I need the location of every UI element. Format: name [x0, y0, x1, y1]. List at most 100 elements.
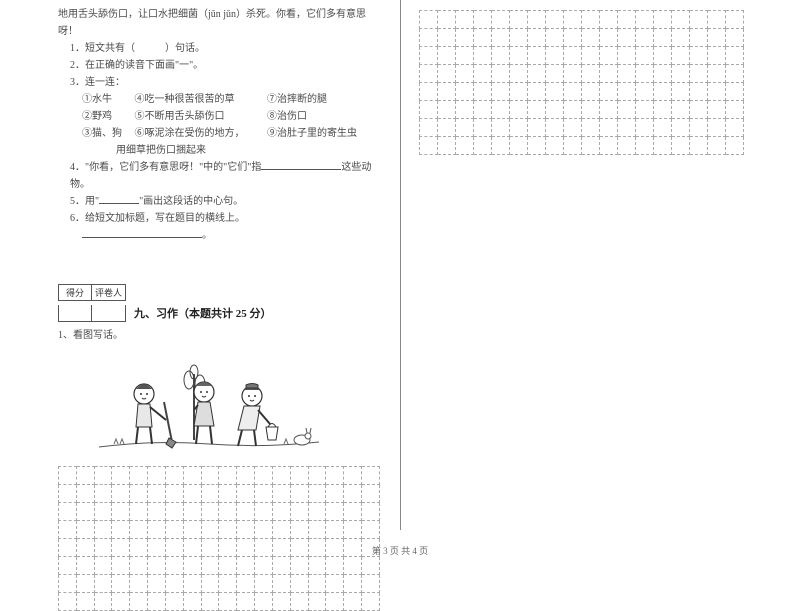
grid-cell	[438, 101, 456, 119]
grid-cell	[94, 485, 112, 503]
q3-row-1: ②野鸡 ⑤不断用舌头舔伤口 ⑧治伤口	[58, 108, 380, 125]
grid-cell	[255, 557, 273, 575]
grid-cell	[165, 593, 183, 611]
grid-cell	[672, 29, 690, 47]
grid-cell	[59, 557, 77, 575]
grid-cell	[255, 575, 273, 593]
grid-cell	[201, 521, 219, 539]
grid-cell	[672, 47, 690, 65]
grid-cell	[326, 503, 344, 521]
grid-cell	[600, 65, 618, 83]
grid-cell	[690, 83, 708, 101]
grid-cell	[456, 101, 474, 119]
grid-cell	[272, 575, 290, 593]
page-container: 地用舌头舔伤口，让口水把细菌（jūn jǔn）杀死。你看，它们多有意思呀！ 1．…	[0, 0, 800, 530]
grid-cell	[201, 557, 219, 575]
grid-cell	[690, 29, 708, 47]
grid-cell	[654, 101, 672, 119]
grid-cell	[708, 101, 726, 119]
question-5: 5．用""画出这段话的中心句。	[58, 193, 380, 210]
grid-cell	[600, 137, 618, 155]
grid-cell	[510, 65, 528, 83]
grid-cell	[618, 11, 636, 29]
grid-cell	[76, 467, 94, 485]
grid-cell	[308, 575, 326, 593]
grid-cell	[546, 101, 564, 119]
grid-cell	[474, 29, 492, 47]
grid-cell	[636, 11, 654, 29]
children-illustration	[94, 352, 324, 460]
grid-cell	[201, 503, 219, 521]
grid-cell	[148, 467, 166, 485]
grid-cell	[130, 467, 148, 485]
grid-cell	[600, 11, 618, 29]
grid-cell	[726, 137, 744, 155]
grid-cell	[654, 29, 672, 47]
q3-0-a: ①水牛	[82, 91, 132, 108]
q5-blank	[99, 194, 139, 204]
grid-cell	[165, 521, 183, 539]
right-column	[400, 0, 800, 530]
grid-cell	[492, 101, 510, 119]
grid-cell	[456, 83, 474, 101]
grid-cell	[308, 557, 326, 575]
grid-row	[420, 65, 744, 83]
grid-cell	[326, 521, 344, 539]
grid-cell	[708, 11, 726, 29]
grid-cell	[636, 47, 654, 65]
grid-cell	[456, 119, 474, 137]
grid-cell	[636, 101, 654, 119]
grid-cell	[456, 47, 474, 65]
grid-cell	[308, 467, 326, 485]
grid-row	[420, 119, 744, 137]
grid-cell	[130, 557, 148, 575]
grid-cell	[130, 575, 148, 593]
grid-cell	[255, 593, 273, 611]
grid-cell	[272, 593, 290, 611]
grid-cell	[690, 101, 708, 119]
grid-cell	[290, 467, 308, 485]
question-6: 6．给短文加标题，写在题目的横线上。	[58, 210, 380, 227]
grid-cell	[420, 29, 438, 47]
grid-cell	[438, 137, 456, 155]
grid-cell	[219, 485, 237, 503]
grid-cell	[94, 593, 112, 611]
grid-cell	[618, 83, 636, 101]
grid-cell	[654, 65, 672, 83]
score-blank-left	[58, 305, 92, 322]
grid-cell	[564, 65, 582, 83]
grid-cell	[148, 593, 166, 611]
grid-cell	[618, 29, 636, 47]
grid-cell	[362, 575, 380, 593]
grid-row	[420, 47, 744, 65]
grid-cell	[290, 575, 308, 593]
grid-cell	[112, 467, 130, 485]
grid-cell	[528, 137, 546, 155]
grid-cell	[438, 11, 456, 29]
grid-cell	[308, 503, 326, 521]
grid-cell	[344, 575, 362, 593]
grid-cell	[59, 575, 77, 593]
grid-cell	[492, 119, 510, 137]
grid-cell	[600, 101, 618, 119]
grid-cell	[510, 83, 528, 101]
grid-cell	[510, 29, 528, 47]
grid-cell	[148, 521, 166, 539]
grid-cell	[344, 503, 362, 521]
grid-cell	[201, 575, 219, 593]
grid-cell	[510, 119, 528, 137]
grid-cell	[326, 485, 344, 503]
grid-cell	[290, 593, 308, 611]
grid-cell	[308, 485, 326, 503]
grid-cell	[654, 47, 672, 65]
grid-cell	[726, 47, 744, 65]
grid-cell	[690, 47, 708, 65]
grid-cell	[726, 65, 744, 83]
grid-cell	[420, 11, 438, 29]
grid-cell	[456, 65, 474, 83]
grid-cell	[237, 575, 255, 593]
grid-cell	[600, 47, 618, 65]
grid-cell	[492, 83, 510, 101]
grid-cell	[112, 521, 130, 539]
grid-cell	[165, 557, 183, 575]
